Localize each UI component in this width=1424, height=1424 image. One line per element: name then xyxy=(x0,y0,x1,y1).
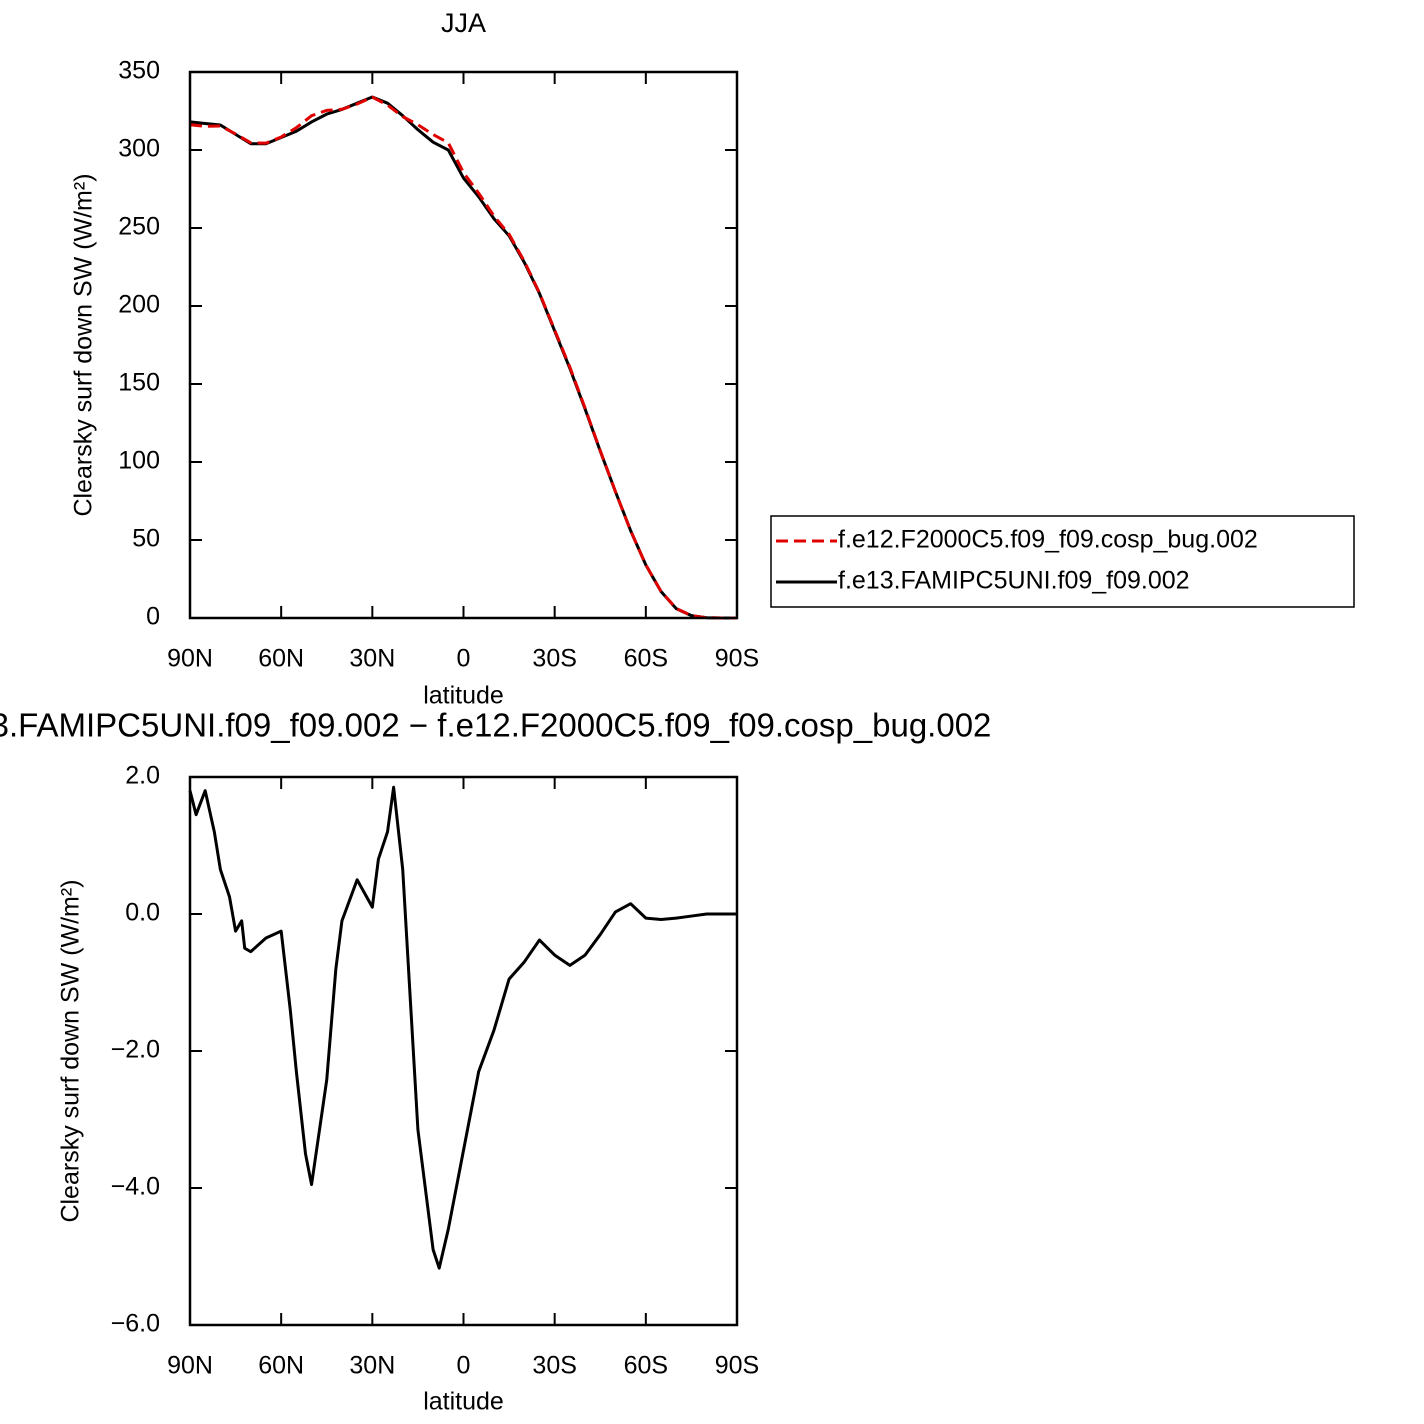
x-tick-label: 60N xyxy=(258,1352,304,1380)
x-tick-label: 90S xyxy=(715,1352,759,1380)
y-tick-label: 100 xyxy=(118,447,160,475)
y-tick-label: 0 xyxy=(146,603,160,631)
x-axis-label: latitude xyxy=(423,1388,504,1416)
y-tick-label: −2.0 xyxy=(111,1036,160,1064)
y-tick-label: 350 xyxy=(118,57,160,85)
plot-frame xyxy=(188,70,739,620)
y-tick-label: 150 xyxy=(118,369,160,397)
x-tick-label: 60S xyxy=(624,1352,668,1380)
x-tick-label: 90N xyxy=(167,1352,213,1380)
y-axis-label: Clearsky surf down SW (W/m²) xyxy=(57,879,85,1222)
legend-label: f.e13.FAMIPC5UNI.f09_f09.002 xyxy=(838,567,1190,595)
x-tick-label: 30S xyxy=(532,645,576,673)
y-tick-label: −6.0 xyxy=(111,1310,160,1338)
y-tick-label: 300 xyxy=(118,135,160,163)
data-line xyxy=(189,95,737,620)
x-tick-label: 60S xyxy=(624,645,668,673)
x-tick-label: 30N xyxy=(349,645,395,673)
y-tick-label: 250 xyxy=(118,213,160,241)
data-line xyxy=(188,785,737,1270)
x-tick-label: 30S xyxy=(532,1352,576,1380)
x-tick-label: 0 xyxy=(457,1352,471,1380)
y-tick-label: 200 xyxy=(118,291,160,319)
x-tick-label: 30N xyxy=(349,1352,395,1380)
x-tick-label: 60N xyxy=(258,645,304,673)
y-tick-label: −4.0 xyxy=(111,1173,160,1201)
legend-box xyxy=(770,515,1355,608)
x-tick-label: 0 xyxy=(457,645,471,673)
x-tick-label: 90S xyxy=(715,645,759,673)
chart-title: JJA xyxy=(441,8,486,38)
y-axis-label: Clearsky surf down SW (W/m²) xyxy=(70,173,98,516)
y-tick-label: 0.0 xyxy=(125,899,160,927)
y-tick-label: 50 xyxy=(132,525,160,553)
plot-frame xyxy=(188,775,739,1327)
legend-label: f.e12.F2000C5.f09_f09.cosp_bug.002 xyxy=(838,526,1258,554)
data-line xyxy=(189,95,737,620)
chart-title: f.e13.FAMIPC5UNI.f09_f09.002 − f.e12.F20… xyxy=(0,707,991,744)
x-axis-label: latitude xyxy=(423,682,504,710)
y-tick-label: 2.0 xyxy=(125,762,160,790)
x-tick-label: 90N xyxy=(167,645,213,673)
